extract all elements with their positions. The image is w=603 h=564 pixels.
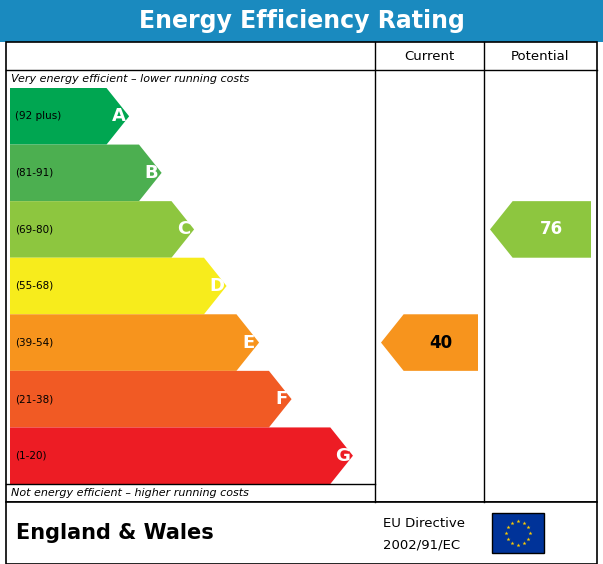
Polygon shape [10, 88, 129, 144]
Text: Very energy efficient – lower running costs: Very energy efficient – lower running co… [11, 74, 249, 84]
Text: (55-68): (55-68) [15, 281, 53, 291]
Text: 40: 40 [429, 333, 452, 351]
Bar [6, 502, 597, 564]
Polygon shape [381, 314, 478, 371]
Polygon shape [10, 428, 353, 484]
Text: Energy Efficiency Rating: Energy Efficiency Rating [139, 9, 464, 33]
Text: Potential: Potential [511, 50, 570, 63]
Polygon shape [10, 314, 259, 371]
Text: Not energy efficient – higher running costs: Not energy efficient – higher running co… [11, 488, 249, 498]
Text: EU Directive: EU Directive [383, 517, 465, 530]
Text: C: C [177, 221, 191, 239]
Polygon shape [10, 144, 162, 201]
Text: F: F [276, 390, 288, 408]
Bar [492, 513, 544, 553]
Text: 76: 76 [540, 221, 563, 239]
Polygon shape [490, 201, 591, 258]
Text: E: E [243, 333, 255, 351]
Text: (69-80): (69-80) [15, 224, 53, 235]
Polygon shape [10, 371, 292, 428]
Text: (1-20): (1-20) [15, 451, 46, 461]
Text: 2002/91/EC: 2002/91/EC [383, 539, 460, 552]
Polygon shape [10, 201, 194, 258]
Text: D: D [209, 277, 224, 295]
Text: A: A [112, 107, 126, 125]
Text: (81-91): (81-91) [15, 168, 53, 178]
Bar [6, 42, 597, 502]
Text: England & Wales: England & Wales [16, 523, 213, 543]
Text: (92 plus): (92 plus) [15, 111, 62, 121]
Text: (21-38): (21-38) [15, 394, 53, 404]
Polygon shape [10, 258, 227, 314]
Text: Current: Current [405, 50, 455, 63]
Text: B: B [145, 164, 158, 182]
Bar [0, 0, 603, 42]
Text: G: G [335, 447, 350, 465]
Text: (39-54): (39-54) [15, 338, 53, 347]
